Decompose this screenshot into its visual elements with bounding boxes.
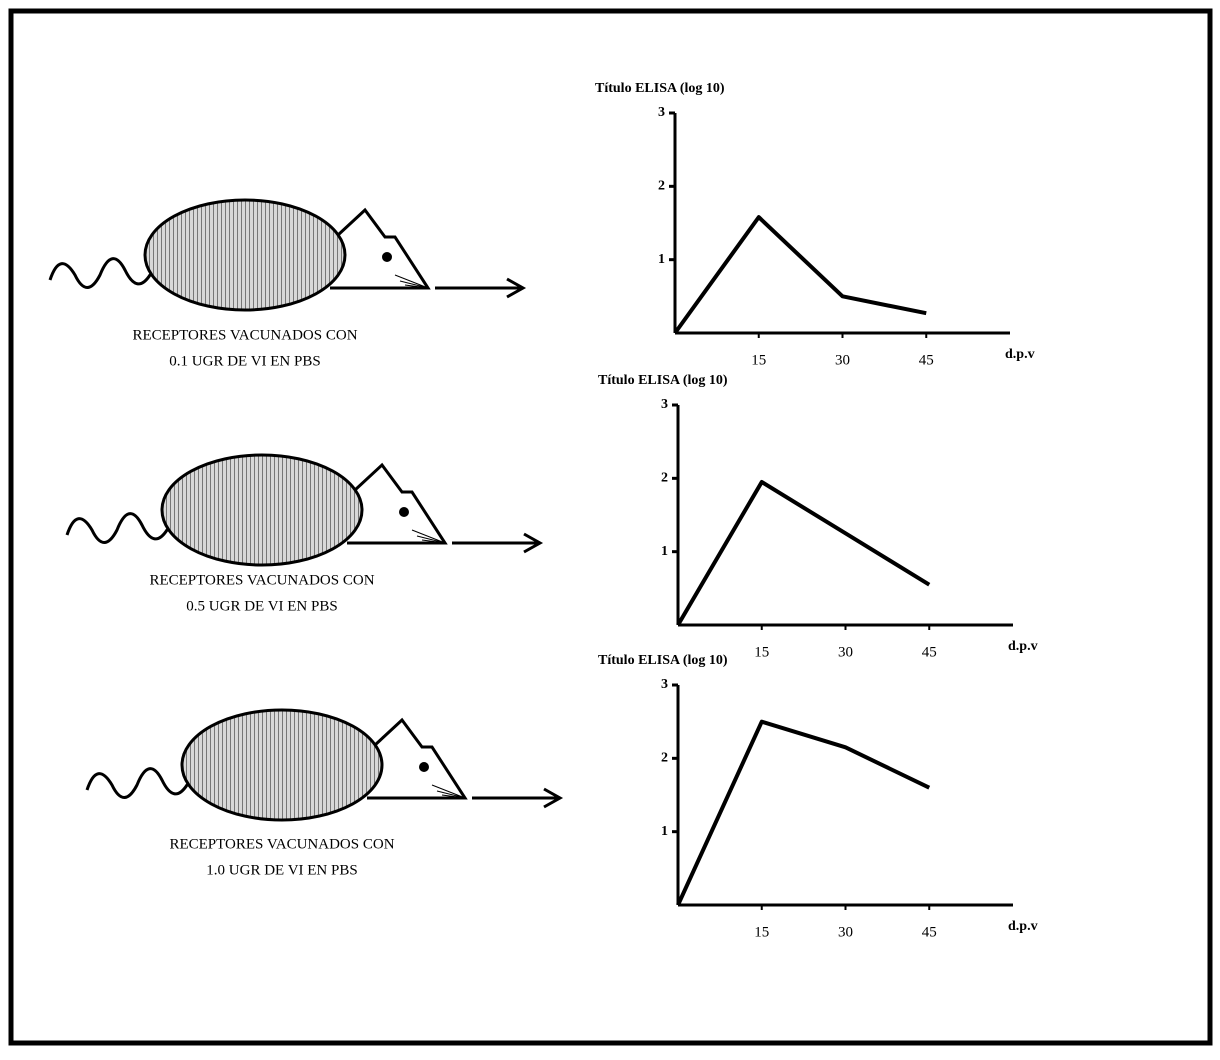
- panel-label: RECEPTORES VACUNADOS CON: [132, 327, 357, 343]
- y-tick-label: 2: [661, 471, 668, 486]
- y-tick-label: 3: [661, 397, 668, 412]
- x-tick-label: 45: [922, 924, 937, 940]
- x-axis-label: d.p.v: [1008, 919, 1038, 934]
- x-axis-label: d.p.v: [1005, 347, 1035, 362]
- y-tick-label: 1: [661, 544, 668, 559]
- chart-title: Título ELISA (log 10): [598, 373, 728, 388]
- frame: [8, 8, 1213, 1046]
- y-tick-label: 2: [661, 751, 668, 766]
- x-tick-label: 45: [919, 352, 934, 368]
- panel-label: 1.0 UGR DE VI EN PBS: [206, 862, 357, 878]
- panel-label: RECEPTORES VACUNADOS CON: [149, 572, 374, 588]
- mouse-drawing: [65, 453, 542, 567]
- y-tick-label: 2: [658, 179, 665, 194]
- mouse-drawing: [85, 708, 562, 822]
- panel-label: 0.1 UGR DE VI EN PBS: [169, 353, 320, 369]
- data-line: [673, 215, 927, 335]
- x-tick-label: 15: [751, 352, 766, 368]
- data-line: [676, 719, 931, 906]
- x-tick-label: 30: [838, 924, 853, 940]
- x-tick-label: 45: [922, 644, 937, 660]
- chart-title: Título ELISA (log 10): [598, 653, 728, 668]
- y-tick-label: 1: [658, 252, 665, 267]
- panel-label: RECEPTORES VACUNADOS CON: [169, 836, 394, 852]
- x-tick-label: 30: [838, 644, 853, 660]
- panel-label: 0.5 UGR DE VI EN PBS: [186, 598, 337, 614]
- chart-title: Título ELISA (log 10): [595, 81, 725, 96]
- y-tick-label: 1: [661, 824, 668, 839]
- x-tick-label: 30: [835, 352, 850, 368]
- x-tick-label: 15: [754, 644, 769, 660]
- x-axis-label: d.p.v: [1008, 639, 1038, 654]
- data-line: [676, 480, 931, 627]
- y-tick-label: 3: [658, 105, 665, 120]
- y-tick-label: 3: [661, 677, 668, 692]
- mouse-drawing: [48, 198, 525, 312]
- x-tick-label: 15: [754, 924, 769, 940]
